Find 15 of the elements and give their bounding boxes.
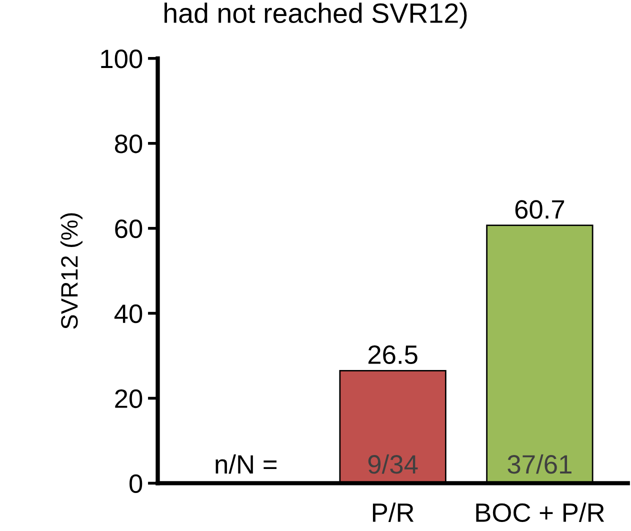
annotation: 9/34 bbox=[368, 454, 418, 474]
annotation: 37/61 bbox=[508, 454, 572, 474]
annotation: n/N = bbox=[216, 454, 276, 474]
x-tick-label: BOC + P/R bbox=[476, 502, 604, 522]
y-tick-label: 100 bbox=[101, 50, 142, 68]
y-tick-label: 20 bbox=[115, 389, 142, 408]
y-tick-label: 60 bbox=[115, 219, 142, 238]
data-label: 60.7 bbox=[515, 200, 564, 219]
x-tick-label: P/R bbox=[372, 502, 414, 522]
chart-title: had not reached SVR12) bbox=[164, 2, 467, 29]
y-tick-label: 80 bbox=[114, 134, 142, 154]
y-tick-label: 0 bbox=[130, 474, 142, 494]
data-label: 26.5 bbox=[368, 345, 418, 364]
y-tick-label: 40 bbox=[114, 304, 142, 324]
y-axis-title: SVR12 (%) bbox=[60, 213, 82, 329]
